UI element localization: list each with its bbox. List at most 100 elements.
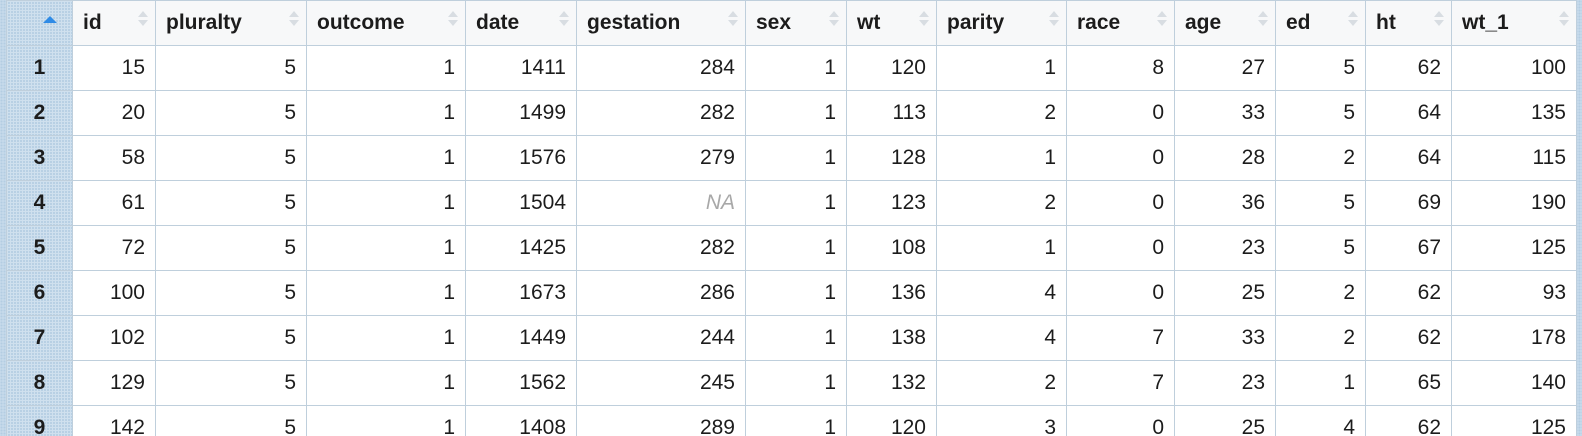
sort-icon[interactable] [829,11,839,26]
column-header-7[interactable]: parity [936,0,1067,46]
table-cell: 1 [745,360,847,406]
table-cell: 1 [745,135,847,181]
table-cell: 0 [1066,225,1175,271]
column-header-8[interactable]: race [1066,0,1175,46]
header-row: id pluralty outcome date gestation sex wt parit… [6,0,1577,46]
table-cell: 129 [72,360,156,406]
sort-icon[interactable] [138,11,148,26]
column-header-11[interactable]: ht [1365,0,1452,46]
column-header-1[interactable]: pluralty [155,0,307,46]
column-header-label: race [1077,11,1121,34]
table-cell: 120 [846,405,937,436]
table-cell: 0 [1066,270,1175,316]
table-cell: 113 [846,90,937,136]
table-cell: 2 [1275,135,1366,181]
table-cell: 1 [745,180,847,226]
table-body: 1 15 5 1 1411 284 1 120 1 8 27 5 62 100 2 20 5 1 1499 282 1 1… [6,45,1577,436]
table-row[interactable]: 6 100 5 1 1673 286 1 136 4 0 25 2 62 93 [6,270,1577,316]
table-cell: 282 [576,90,746,136]
table-cell: 62 [1365,45,1452,91]
table-cell: 0 [1066,180,1175,226]
table-cell: 135 [1451,90,1577,136]
table-cell: 62 [1365,315,1452,361]
table-cell: 2 [936,90,1067,136]
table-cell: 5 [155,90,307,136]
column-header-label: wt [857,11,881,34]
table-cell: 5 [155,405,307,436]
table-row[interactable]: 8 129 5 1 1562 245 1 132 2 7 23 1 65 140 [6,360,1577,406]
table-cell: 4 [936,315,1067,361]
column-header-label: sex [756,11,792,34]
table-cell: 1 [306,225,466,271]
column-header-10[interactable]: ed [1275,0,1366,46]
table-cell: 1 [745,45,847,91]
table-cell: 5 [155,135,307,181]
table-cell: 5 [1275,90,1366,136]
table-row[interactable]: 1 15 5 1 1411 284 1 120 1 8 27 5 62 100 [6,45,1577,91]
row-number-header[interactable] [6,0,73,46]
table-cell: 2 [1275,315,1366,361]
sort-icon[interactable] [919,11,929,26]
table-row[interactable]: 2 20 5 1 1499 282 1 113 2 0 33 5 64 135 [6,90,1577,136]
table-cell: 245 [576,360,746,406]
sort-icon[interactable] [448,11,458,26]
row-number: 2 [6,90,73,136]
table-cell: 2 [1275,270,1366,316]
table-cell: 0 [1066,135,1175,181]
sort-icon[interactable] [1434,11,1444,26]
sort-icon[interactable] [1157,11,1167,26]
column-header-12[interactable]: wt_1 [1451,0,1577,46]
table-cell: 2 [936,360,1067,406]
column-header-5[interactable]: sex [745,0,847,46]
column-header-6[interactable]: wt [846,0,937,46]
table-cell: 7 [1066,315,1175,361]
table-row[interactable]: 4 61 5 1 1504 NA 1 123 2 0 36 5 69 190 [6,180,1577,226]
column-header-3[interactable]: date [465,0,577,46]
table-cell: 33 [1174,90,1276,136]
sort-icon[interactable] [1049,11,1059,26]
sort-icon[interactable] [1559,11,1569,26]
table-cell: 108 [846,225,937,271]
row-number: 6 [6,270,73,316]
table-cell: 286 [576,270,746,316]
table-cell: 93 [1451,270,1577,316]
table-cell: 1449 [465,315,577,361]
table-cell: 142 [72,405,156,436]
column-header-2[interactable]: outcome [306,0,466,46]
table-cell: 4 [1275,405,1366,436]
table-row[interactable]: 7 102 5 1 1449 244 1 138 4 7 33 2 62 178 [6,315,1577,361]
table-cell: 178 [1451,315,1577,361]
sort-icon[interactable] [728,11,738,26]
table-cell: 23 [1174,225,1276,271]
table-cell: 1 [745,225,847,271]
table-row[interactable]: 3 58 5 1 1576 279 1 128 1 0 28 2 64 115 [6,135,1577,181]
sort-icon[interactable] [1258,11,1268,26]
table-cell: 67 [1365,225,1452,271]
table-row[interactable]: 5 72 5 1 1425 282 1 108 1 0 23 5 67 125 [6,225,1577,271]
table-cell: 1408 [465,405,577,436]
table-cell: 25 [1174,405,1276,436]
table-cell: 284 [576,45,746,91]
table-cell: 1 [306,405,466,436]
table-cell: 28 [1174,135,1276,181]
column-header-9[interactable]: age [1174,0,1276,46]
table-cell: 1 [745,90,847,136]
table-cell: 1 [306,270,466,316]
table-cell: 125 [1451,225,1577,271]
table-cell: 1 [745,405,847,436]
table-cell: 72 [72,225,156,271]
table-cell: 1425 [465,225,577,271]
column-header-0[interactable]: id [72,0,156,46]
sort-icon[interactable] [559,11,569,26]
column-header-4[interactable]: gestation [576,0,746,46]
table-cell: 65 [1365,360,1452,406]
table-cell: 140 [1451,360,1577,406]
table-cell: 3 [936,405,1067,436]
table-cell: 1 [936,135,1067,181]
table-cell: 5 [155,315,307,361]
table-cell: 1 [936,225,1067,271]
table-row[interactable]: 9 142 5 1 1408 289 1 120 3 0 25 4 62 125 [6,405,1577,436]
table-cell: 5 [1275,225,1366,271]
sort-icon[interactable] [289,11,299,26]
sort-icon[interactable] [1348,11,1358,26]
